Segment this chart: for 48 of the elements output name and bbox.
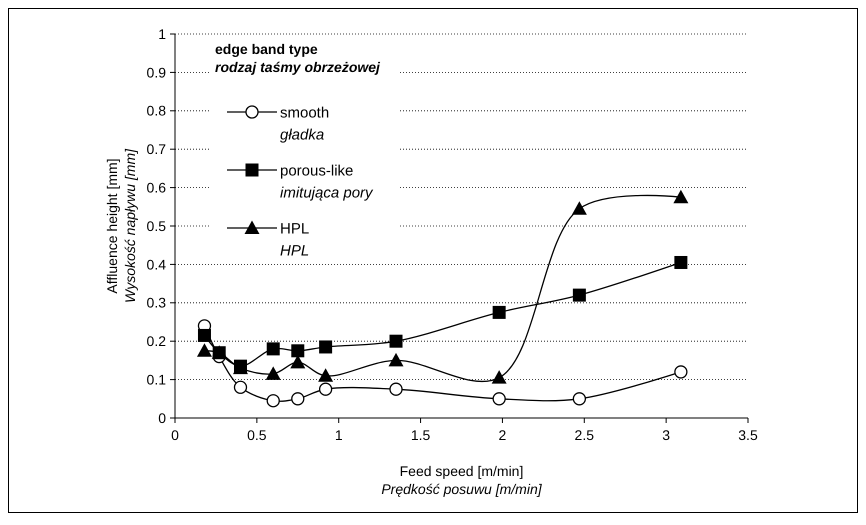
point bbox=[198, 328, 211, 342]
x-tick-label: 1.5 bbox=[410, 427, 431, 443]
point bbox=[572, 392, 586, 406]
x-tick-label: 3.5 bbox=[738, 427, 758, 443]
point bbox=[492, 306, 506, 319]
y-tick-label: 0.8 bbox=[146, 102, 166, 119]
point bbox=[572, 288, 586, 302]
y-tick-label: 0.6 bbox=[146, 180, 166, 196]
x-tick-label: 0.5 bbox=[247, 427, 267, 443]
y-tick-label: 0.4 bbox=[146, 256, 166, 272]
legend-label: smooth gładka bbox=[280, 104, 330, 144]
y-tick-label: 0 bbox=[158, 410, 166, 426]
point bbox=[266, 342, 280, 356]
point bbox=[390, 334, 403, 348]
y-tick-label: 0.7 bbox=[146, 141, 166, 158]
x-tick-label: 3 bbox=[662, 427, 670, 443]
x-axis-title: Feed speed [m/min] Prędkość posuwu [m/min] bbox=[381, 463, 543, 497]
y-axis-title: Affluence height [mm] Wysokość napływu [mm] bbox=[104, 148, 138, 304]
point bbox=[673, 190, 688, 204]
legend-label: porous-like imitująca pory bbox=[280, 162, 374, 202]
y-tick-label: 0.9 bbox=[146, 64, 166, 80]
legend-title: edge band type rodzaj taśmy obrzeżowej bbox=[215, 41, 382, 75]
point bbox=[318, 382, 332, 396]
x-tick-label: 1 bbox=[334, 427, 343, 443]
point bbox=[389, 382, 403, 396]
point bbox=[234, 380, 248, 394]
y-tick-label: 0.5 bbox=[146, 218, 166, 234]
y-tick-label: 0.2 bbox=[146, 333, 166, 350]
point bbox=[291, 344, 304, 358]
point bbox=[318, 368, 334, 382]
y-tick-label: 0.1 bbox=[146, 372, 166, 388]
point bbox=[196, 343, 212, 357]
x-tick-label: 2 bbox=[498, 427, 507, 443]
point bbox=[291, 392, 304, 406]
y-tick-label: 0.3 bbox=[146, 294, 166, 311]
x-tick-label: 2.5 bbox=[574, 427, 594, 443]
point bbox=[266, 366, 281, 380]
point bbox=[266, 394, 280, 408]
point bbox=[492, 392, 506, 406]
point bbox=[674, 365, 688, 379]
point bbox=[319, 340, 332, 354]
point bbox=[572, 201, 587, 215]
y-tick-label: 1 bbox=[158, 26, 166, 42]
point bbox=[674, 256, 688, 269]
point bbox=[492, 370, 507, 384]
point bbox=[388, 352, 404, 366]
legend-label: HPL HPL bbox=[280, 220, 310, 260]
x-tick-label: 0 bbox=[171, 427, 180, 443]
